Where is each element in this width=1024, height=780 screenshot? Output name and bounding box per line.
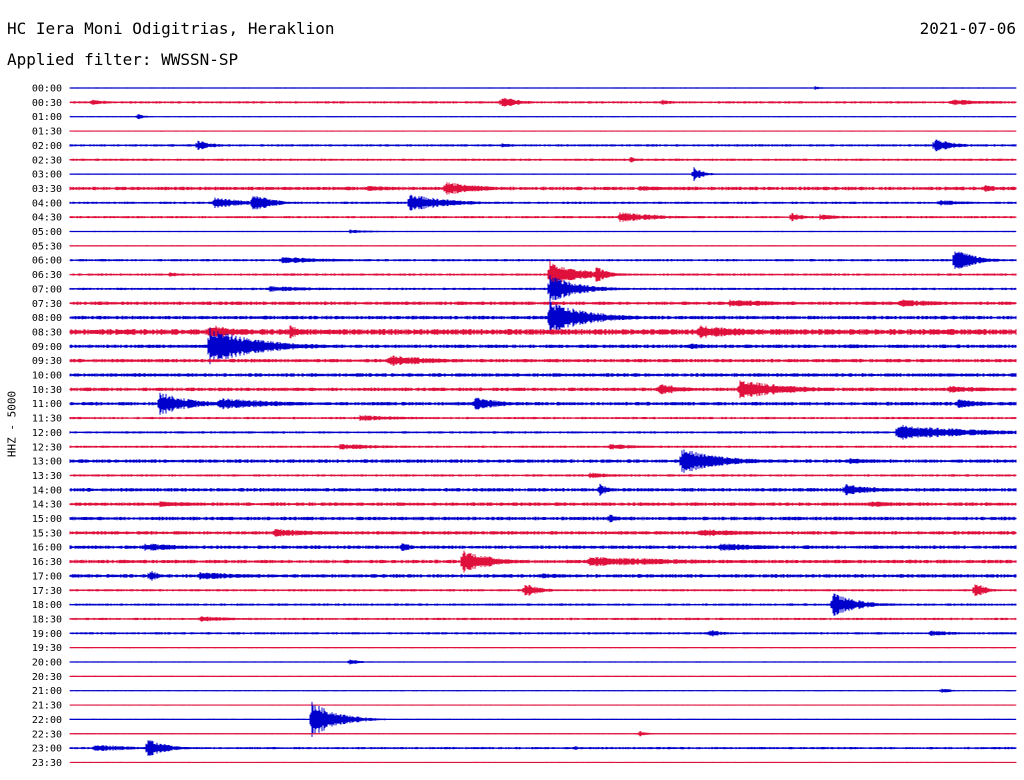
time-tick-label: 06:00	[32, 256, 62, 267]
time-tick-label: 09:00	[32, 342, 62, 353]
time-tick-label: 20:30	[32, 672, 62, 683]
time-tick-label: 09:30	[32, 356, 62, 367]
time-tick-label: 11:00	[32, 399, 62, 410]
time-tick-label: 02:00	[32, 141, 62, 152]
time-tick-label: 18:00	[32, 600, 62, 611]
time-tick-label: 12:00	[32, 428, 62, 439]
time-tick-label: 05:00	[32, 227, 62, 238]
time-tick-label: 21:00	[32, 686, 62, 697]
time-tick-label: 10:30	[32, 385, 62, 396]
time-tick-label: 04:00	[32, 198, 62, 209]
time-tick-label: 22:00	[32, 715, 62, 726]
time-tick-label: 23:00	[32, 744, 62, 755]
time-tick-label: 22:30	[32, 729, 62, 740]
time-tick-label: 02:30	[32, 155, 62, 166]
time-tick-label: 23:30	[32, 758, 62, 769]
time-tick-label: 20:00	[32, 658, 62, 669]
date-label: 2021-07-06	[919, 19, 1016, 38]
time-tick-label: 16:30	[32, 557, 62, 568]
time-tick-label: 11:30	[32, 414, 62, 425]
time-tick-label: 13:00	[32, 457, 62, 468]
time-tick-label: 12:30	[32, 442, 62, 453]
time-tick-label: 17:30	[32, 586, 62, 597]
time-tick-label: 19:00	[32, 629, 62, 640]
time-tick-label: 01:00	[32, 112, 62, 123]
time-tick-label: 04:30	[32, 213, 62, 224]
time-tick-label: 07:30	[32, 299, 62, 310]
time-tick-label: 18:30	[32, 614, 62, 625]
time-tick-label: 14:30	[32, 500, 62, 511]
time-tick-label: 03:00	[32, 170, 62, 181]
time-tick-label: 01:30	[32, 127, 62, 138]
time-tick-label: 19:30	[32, 643, 62, 654]
time-tick-label: 17:00	[32, 571, 62, 582]
time-tick-label: 08:00	[32, 313, 62, 324]
time-tick-label: 00:00	[32, 84, 62, 95]
time-tick-label: 00:30	[32, 98, 62, 109]
time-tick-label: 15:00	[32, 514, 62, 525]
time-tick-label: 21:30	[32, 701, 62, 712]
time-tick-label: 10:00	[32, 371, 62, 382]
time-tick-label: 08:30	[32, 327, 62, 338]
time-tick-label: 05:30	[32, 241, 62, 252]
time-tick-label: 06:30	[32, 270, 62, 281]
time-tick-label: 07:00	[32, 284, 62, 295]
time-tick-label: 03:30	[32, 184, 62, 195]
time-tick-label: 14:00	[32, 485, 62, 496]
time-tick-label: 16:00	[32, 543, 62, 554]
time-tick-label: 15:30	[32, 528, 62, 539]
filter-label: Applied filter: WWSSN-SP	[7, 50, 239, 69]
station-title: HC Iera Moni Odigitrias, Heraklion	[7, 19, 335, 38]
time-tick-label: 13:30	[32, 471, 62, 482]
